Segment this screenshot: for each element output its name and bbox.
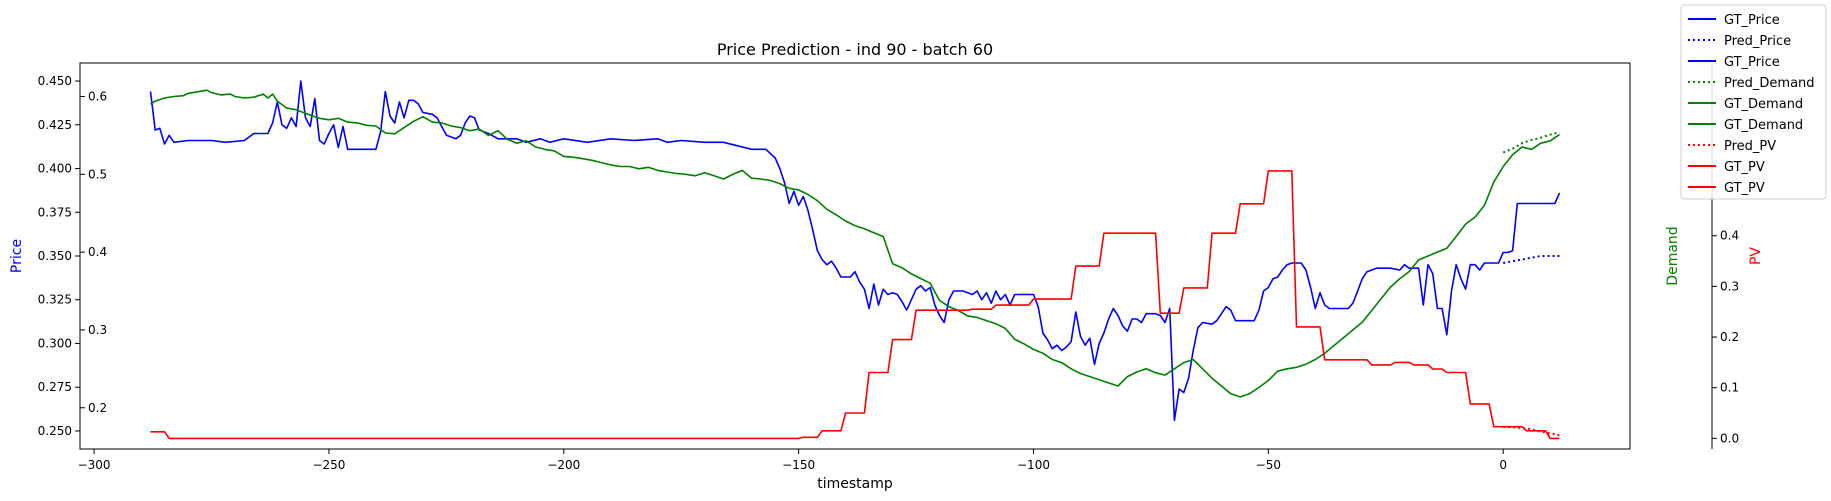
x-tick-label: −300	[78, 458, 111, 472]
y-tick-label-demand: 0.3	[88, 323, 107, 337]
y-axis-label-pv: PV	[1748, 247, 1764, 265]
series-line-pv-dotted	[1503, 425, 1560, 437]
series-line-price-solid	[149, 80, 1561, 422]
y-tick-label-pv: 0.3	[1720, 279, 1739, 293]
y-tick-label-demand: 0.5	[88, 167, 107, 181]
plot-frame	[79, 62, 1631, 450]
x-tick-label: −50	[1256, 458, 1281, 472]
y-axis-label-price: Price	[9, 239, 25, 273]
y-axis-label-demand: Demand	[1665, 226, 1681, 285]
series-line-pv-solid	[150, 170, 1560, 440]
y-axis-price: 0.250 0.275 0.300 0.325 0.350 0.375 0.400 0.425…	[38, 74, 80, 438]
y-axis-demand: 0.2 0.3 0.4 0.5 0.6	[80, 89, 107, 415]
y-tick-label-price: 0.400	[38, 162, 72, 176]
y-tick-label-price: 0.375	[38, 205, 72, 219]
x-axis: −300 −250 −200 −150 −100 −50 0	[78, 449, 1507, 472]
legend: GT_Price Pred_Price GT_Price Pred_Demand GT_…	[1680, 4, 1827, 200]
legend-label: GT_Price	[1724, 55, 1780, 70]
y-tick-label-price: 0.300	[38, 336, 72, 350]
series-line-demand-solid	[150, 89, 1560, 398]
legend-label: Pred_Price	[1724, 34, 1791, 49]
legend-box	[1680, 4, 1827, 200]
x-axis-label: timestamp	[817, 476, 893, 492]
x-tick-label: 0	[1499, 458, 1507, 472]
legend-label: GT_Price	[1724, 13, 1780, 28]
chart-title: Price Prediction - ind 90 - batch 60	[717, 40, 993, 59]
y-tick-label-price: 0.350	[38, 249, 72, 263]
legend-label: Pred_Demand	[1724, 76, 1815, 91]
y-tick-label-demand: 0.2	[88, 401, 107, 415]
legend-label: GT_Demand	[1724, 97, 1803, 112]
y-tick-label-pv: 0.1	[1720, 381, 1739, 395]
x-tick-label: −100	[1017, 458, 1050, 472]
series-line-price-dotted	[1503, 255, 1560, 264]
y-tick-label-price: 0.250	[38, 424, 72, 438]
y-axis-pv: 0.0 0.1 0.2 0.3 0.4	[1711, 63, 1739, 449]
y-tick-label-pv: 0.2	[1720, 330, 1739, 344]
legend-label: GT_Demand	[1724, 118, 1803, 133]
y-tick-label-price: 0.325	[38, 293, 72, 307]
y-tick-label-price: 0.425	[38, 118, 72, 132]
y-tick-label-demand: 0.6	[88, 89, 107, 103]
series-line-demand-dotted	[1502, 131, 1560, 154]
y-tick-label-pv: 0.4	[1720, 229, 1739, 243]
y-tick-label-price: 0.450	[38, 74, 72, 88]
legend-label: GT_PV	[1724, 181, 1765, 196]
y-tick-label-pv: 0.0	[1720, 431, 1739, 445]
x-tick-label: −150	[782, 458, 815, 472]
y-tick-label-demand: 0.4	[88, 245, 107, 259]
x-tick-label: −200	[547, 458, 580, 472]
x-tick-label: −250	[312, 458, 345, 472]
legend-label: Pred_PV	[1724, 139, 1776, 154]
legend-label: GT_PV	[1724, 160, 1765, 175]
y-tick-label-price: 0.275	[38, 380, 72, 394]
series-layer	[149, 80, 1561, 440]
